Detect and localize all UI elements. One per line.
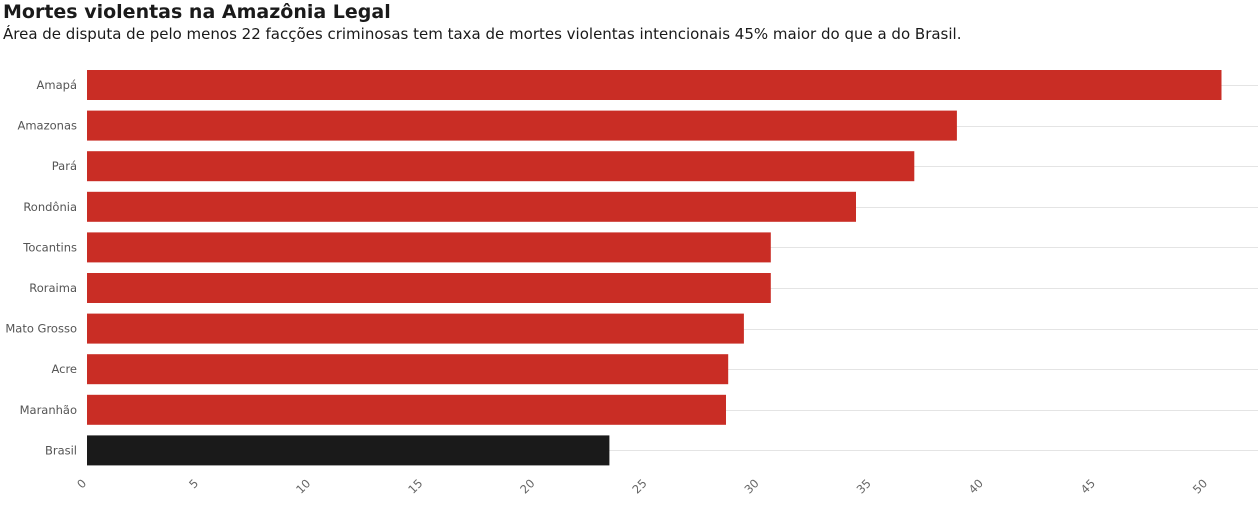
category-label: Maranhão [20, 403, 77, 417]
category-label: Brasil [45, 443, 77, 457]
x-tick-label: 45 [1078, 476, 1098, 496]
chart-subtitle: Área de disputa de pelo menos 22 facções… [3, 25, 962, 43]
x-tick-label: 15 [405, 476, 425, 496]
category-label: Pará [52, 159, 77, 173]
bar [87, 151, 915, 182]
chart-header: Mortes violentas na Amazônia Legal Área … [3, 0, 1253, 44]
bar [87, 394, 726, 425]
x-tick-label: 50 [1190, 476, 1210, 496]
bar [87, 232, 771, 263]
category-label: Tocantins [22, 240, 77, 254]
x-tick-label: 30 [741, 476, 761, 496]
x-tick-label: 40 [966, 476, 986, 496]
x-tick-label: 25 [629, 476, 649, 496]
category-label: Amazonas [17, 119, 77, 133]
x-tick-label: 10 [293, 476, 313, 496]
x-tick-label: 0 [74, 476, 89, 491]
x-tick-label: 20 [517, 476, 537, 496]
category-label: Amapá [37, 78, 77, 92]
x-tick-label: 35 [854, 476, 874, 496]
bar [87, 435, 610, 466]
bar [87, 110, 957, 141]
category-labels: Amapá Amazonas Pará Rondônia Tocantins Roraim… [5, 78, 77, 457]
bar [87, 313, 744, 344]
category-label: Roraima [29, 281, 77, 295]
category-label: Acre [51, 362, 77, 376]
x-axis-ticks: 0 5 10 15 20 25 30 35 40 45 50 [74, 476, 1210, 496]
bar [87, 70, 1222, 100]
bar [87, 191, 856, 222]
category-label: Rondônia [23, 200, 77, 214]
bar-layer [87, 70, 1222, 466]
category-label: Mato Grosso [5, 322, 77, 336]
bar [87, 273, 771, 303]
bar [87, 354, 729, 385]
x-tick-label: 5 [186, 476, 201, 491]
chart-title: Mortes violentas na Amazônia Legal [3, 1, 391, 23]
